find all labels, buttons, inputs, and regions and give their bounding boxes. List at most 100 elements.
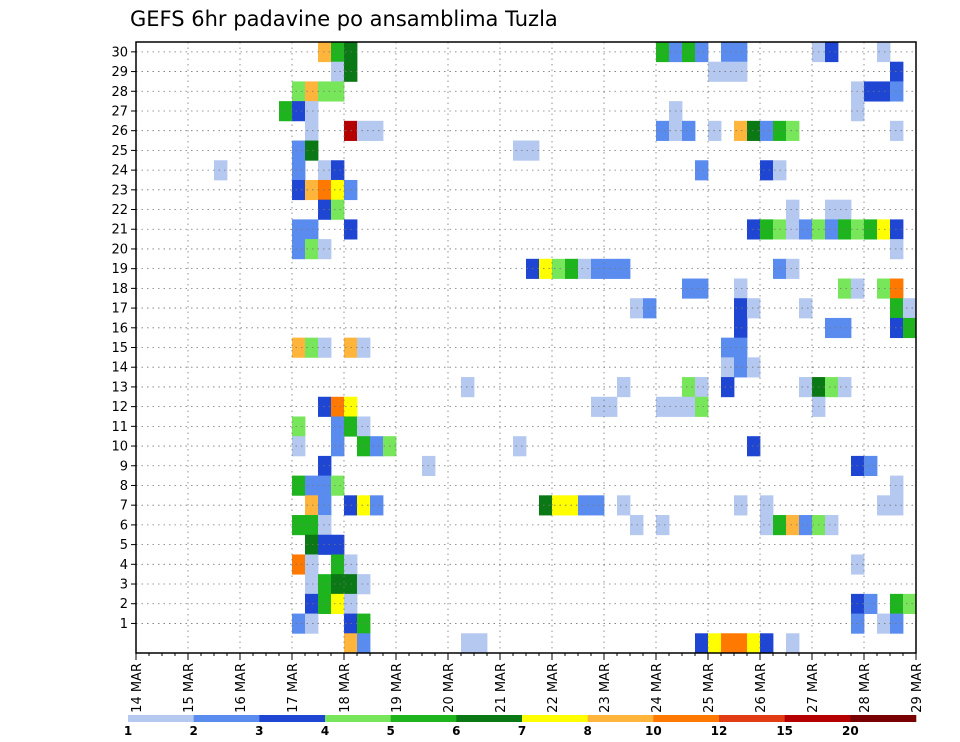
heatmap-cell — [734, 317, 748, 339]
heatmap-cell — [552, 495, 566, 516]
heatmap-cell — [318, 179, 332, 201]
heatmap-cell — [734, 633, 748, 654]
y-tick-label: 17 — [111, 302, 128, 317]
heatmap-cell — [838, 278, 852, 299]
y-tick-label: 14 — [111, 361, 128, 376]
heatmap-cell — [799, 377, 813, 398]
x-tick-label: 27 MAR — [806, 663, 821, 713]
heatmap-cell — [292, 613, 306, 634]
heatmap-cell — [721, 337, 735, 358]
heatmap-cell — [292, 436, 306, 457]
heatmap-cell — [617, 258, 631, 279]
x-tick-label: 15 MAR — [182, 663, 197, 713]
heatmap-cell — [318, 475, 332, 496]
y-tick-label: 23 — [111, 183, 128, 198]
heatmap-cell — [890, 239, 904, 260]
heatmap-cell — [890, 278, 904, 299]
legend-label: 20 — [842, 724, 859, 738]
heatmap-cell — [760, 633, 774, 654]
heatmap-cell — [331, 574, 345, 595]
heatmap-cell — [292, 337, 306, 358]
y-tick-label: 3 — [120, 578, 128, 593]
heatmap-cell — [292, 160, 306, 181]
heatmap-cell — [695, 377, 709, 398]
heatmap-cell — [721, 357, 735, 378]
heatmap-cell — [617, 377, 631, 398]
y-tick-label: 21 — [111, 223, 128, 238]
heatmap-cell — [825, 317, 839, 339]
heatmap-cell — [513, 140, 527, 161]
heatmap-cell — [877, 278, 891, 299]
heatmap-cell — [318, 495, 332, 516]
heatmap-cell — [318, 534, 332, 555]
heatmap-cell — [357, 416, 371, 437]
legend-swatch — [259, 715, 326, 722]
heatmap-cell — [357, 613, 371, 634]
legend-label: 5 — [386, 724, 394, 738]
heatmap-cell — [734, 337, 748, 358]
heatmap-cell — [318, 239, 332, 260]
heatmap-cell — [318, 593, 332, 614]
heatmap-cell — [318, 455, 332, 477]
x-tick-label: 14 MAR — [130, 663, 145, 713]
color-legend: 1 2 3 4 5 6 7 8 10 12 15 20 — [124, 715, 917, 738]
heatmap-cell — [292, 140, 306, 161]
y-tick-label: 13 — [111, 380, 128, 395]
heatmap-cell — [695, 633, 709, 654]
heatmap-cell — [331, 475, 345, 496]
y-tick-label: 26 — [111, 124, 128, 139]
y-tick-label: 20 — [111, 242, 128, 257]
legend-label: 15 — [776, 724, 793, 738]
y-tick-label: 25 — [111, 144, 128, 159]
heatmap-cell — [747, 633, 761, 654]
heatmap-cell — [305, 239, 319, 260]
heatmap-cell — [786, 633, 800, 654]
x-tick-label: 20 MAR — [442, 663, 457, 713]
heatmap-cell — [604, 396, 618, 417]
heatmap-cell — [890, 81, 904, 102]
legend-label: 7 — [518, 724, 526, 738]
heatmap-cell — [305, 515, 319, 536]
legend-swatch — [653, 715, 720, 722]
y-tick-label: 19 — [111, 262, 128, 277]
heatmap-cell — [305, 101, 319, 122]
heatmap-cell — [305, 140, 319, 161]
heatmap-cell — [292, 81, 306, 102]
heatmap-cell — [305, 120, 319, 141]
y-tick-label: 6 — [120, 518, 128, 533]
legend-label: 8 — [583, 724, 591, 738]
heatmap-cell — [890, 593, 904, 614]
heatmap-cell — [604, 258, 618, 279]
x-tick-label: 26 MAR — [754, 663, 769, 713]
heatmap-cell — [682, 377, 696, 398]
heatmap-cell — [786, 199, 800, 220]
heatmap-cell — [331, 61, 345, 82]
heatmap-cell — [305, 613, 319, 634]
y-tick-label: 29 — [111, 65, 128, 80]
legend-swatch — [719, 715, 785, 722]
heatmap-cell — [318, 574, 332, 595]
heatmap-cell — [682, 120, 696, 141]
x-tick-label: 16 MAR — [234, 663, 249, 713]
legend-label: 1 — [124, 724, 132, 738]
x-tick-label: 25 MAR — [702, 663, 717, 713]
legend-label: 6 — [452, 724, 460, 738]
heatmap-cell — [318, 81, 332, 102]
heatmap-cell — [331, 436, 345, 457]
heatmap-cell — [539, 258, 553, 279]
legend-swatch — [850, 715, 917, 722]
heatmap-cell — [305, 495, 319, 516]
heatmap-cell — [695, 42, 709, 63]
heatmap-cell — [682, 42, 696, 63]
heatmap-cell — [305, 554, 319, 575]
heatmap-cell — [786, 120, 800, 141]
y-tick-label: 7 — [120, 499, 128, 514]
heatmap-cell — [682, 396, 696, 417]
y-tick-label: 12 — [111, 400, 128, 415]
heatmap-cell — [825, 515, 839, 536]
heatmap-cell — [786, 258, 800, 279]
y-tick-label: 9 — [120, 459, 128, 474]
heatmap-cell — [734, 61, 748, 82]
heatmap-cells — [214, 42, 917, 654]
heatmap-cell — [357, 574, 371, 595]
